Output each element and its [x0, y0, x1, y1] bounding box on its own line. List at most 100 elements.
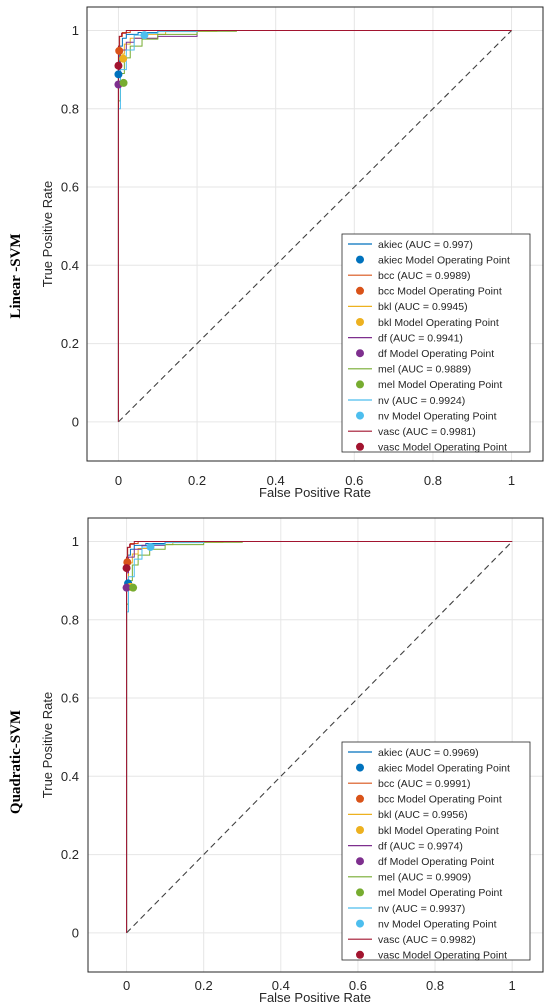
- axes-frame: [86, 6, 544, 462]
- x-tick-label: 0.2: [195, 978, 213, 993]
- legend-entry-nv-operating-point: nv Model Operating Point: [378, 918, 497, 930]
- panel-label-quadratic-svm: Quadratic-SVM: [8, 710, 24, 814]
- legend-marker-swatch-vasc: [356, 950, 364, 959]
- legend-entry-bcc-operating-point: bcc Model Operating Point: [378, 286, 502, 298]
- legend-marker-swatch-bcc: [356, 286, 364, 295]
- legend-entry-mel: mel (AUC = 0.9889): [378, 364, 471, 376]
- grid-lines: [87, 7, 543, 461]
- legend-entry-nv-operating-point: nv Model Operating Point: [378, 410, 497, 422]
- legend-marker-swatch-akiec: [356, 255, 364, 264]
- legend-entry-bcc: bcc (AUC = 0.9989): [378, 270, 471, 282]
- y-axis-label: True Positive Rate: [40, 692, 55, 798]
- legend-entry-mel-operating-point: mel Model Operating Point: [378, 379, 502, 391]
- legend: akiec (AUC = 0.997) akiec Model Operating…: [341, 233, 531, 454]
- legend-entry-mel: mel (AUC = 0.9909): [378, 872, 471, 884]
- operating-point-nv: [146, 542, 155, 551]
- legend-entry-bcc-operating-point: bcc Model Operating Point: [378, 794, 502, 806]
- legend-marker-swatch-nv: [356, 919, 364, 928]
- legend-marker-swatch-akiec: [356, 763, 364, 772]
- x-tick-label: 0.4: [267, 473, 285, 488]
- legend-entry-df-operating-point: df Model Operating Point: [378, 856, 494, 868]
- y-tick-labels: 0 0.2 0.4 0.6 0.8 1: [61, 23, 79, 429]
- chance-diagonal-line: [118, 30, 512, 423]
- y-tick-label: 0.2: [61, 847, 79, 862]
- operating-point-bkl: [119, 54, 128, 63]
- legend-box: [341, 233, 531, 453]
- y-tick-labels: 0 0.2 0.4 0.6 0.8 1: [61, 534, 79, 940]
- x-tick-label: 1: [508, 473, 515, 488]
- operating-point-df: [122, 583, 131, 592]
- legend-box: [341, 741, 531, 961]
- y-axis-label: True Positive Rate: [40, 181, 55, 287]
- operating-point-bcc: [115, 46, 124, 55]
- legend-entry-bkl-operating-point: bkl Model Operating Point: [378, 317, 499, 329]
- x-tick-label: 0.2: [188, 473, 206, 488]
- legend-marker-swatch-nv: [356, 411, 364, 420]
- legend-entry-akiec: akiec (AUC = 0.9969): [378, 747, 479, 759]
- legend-entry-nv: nv (AUC = 0.9937): [378, 903, 465, 915]
- y-tick-label: 0.2: [61, 336, 79, 351]
- legend-entry-bkl-operating-point: bkl Model Operating Point: [378, 825, 499, 837]
- legend-marker-swatch-bcc: [356, 794, 364, 803]
- y-tick-label: 0: [72, 414, 79, 429]
- x-tick-label: 0.6: [345, 473, 363, 488]
- legend-marker-swatch-mel: [356, 888, 364, 897]
- y-tick-label: 0.6: [61, 180, 79, 195]
- y-tick-label: 0.4: [61, 258, 79, 273]
- x-tick-label: 0.6: [349, 978, 367, 993]
- legend-marker-swatch-bkl: [356, 826, 364, 834]
- operating-point-mel: [119, 78, 128, 87]
- legend-entry-bkl: bkl (AUC = 0.9956): [378, 809, 468, 821]
- x-tick-label: 0: [123, 978, 130, 993]
- x-tick-labels: 0 0.2 0.4 0.6 0.8 1: [115, 473, 515, 488]
- legend-marker-swatch-mel: [356, 380, 364, 389]
- x-tick-label: 0.8: [424, 473, 442, 488]
- legend-marker-swatch-df: [356, 349, 364, 358]
- y-tick-label: 0.4: [61, 769, 79, 784]
- y-tick-label: 1: [72, 23, 79, 38]
- legend-entry-vasc-operating-point: vasc Model Operating Point: [378, 950, 507, 962]
- legend-entry-df-operating-point: df Model Operating Point: [378, 348, 494, 360]
- legend: akiec (AUC = 0.9969) akiec Model Operatin…: [341, 741, 531, 962]
- legend-entry-bkl: bkl (AUC = 0.9945): [378, 301, 468, 313]
- axes-frame: [87, 517, 544, 973]
- legend-entry-mel-operating-point: mel Model Operating Point: [378, 887, 502, 899]
- legend-entry-bcc: bcc (AUC = 0.9991): [378, 778, 471, 790]
- linear-svm-panel: Linear -SVM 0 0.2 0.4 0.6 0.8 1 0 0.2 0.4 0.6 0.8…: [8, 6, 544, 500]
- operating-point-vasc: [122, 564, 131, 573]
- x-tick-label: 0.4: [272, 978, 290, 993]
- y-tick-label: 1: [72, 534, 79, 549]
- x-tick-label: 0.8: [426, 978, 444, 993]
- chance-diagonal-line: [126, 541, 513, 934]
- operating-point-nv: [140, 31, 149, 40]
- legend-entry-df: df (AUC = 0.9941): [378, 332, 463, 344]
- y-tick-label: 0.8: [61, 612, 79, 627]
- x-axis-label: False Positive Rate: [259, 990, 371, 1005]
- legend-marker-swatch-df: [356, 857, 364, 866]
- operating-point-mel: [129, 583, 138, 592]
- legend-entry-vasc: vasc (AUC = 0.9981): [378, 426, 476, 438]
- x-axis-label: False Positive Rate: [259, 485, 371, 500]
- legend-marker-swatch-bkl: [356, 318, 364, 326]
- quadratic-svm-panel: Quadratic-SVM 0 0.2 0.4 0.6 0.8 1 0 0.2 0.4 0.6 0…: [8, 517, 544, 1005]
- legend-entry-akiec-operating-point: akiec Model Operating Point: [378, 762, 510, 774]
- operating-points: [122, 542, 155, 592]
- x-tick-labels: 0 0.2 0.4 0.6 0.8 1: [123, 978, 516, 993]
- legend-entry-vasc: vasc (AUC = 0.9982): [378, 934, 476, 946]
- operating-point-akiec: [114, 70, 123, 79]
- legend-entry-akiec: akiec (AUC = 0.997): [378, 239, 473, 251]
- operating-points: [114, 31, 149, 89]
- panel-label-linear-svm: Linear -SVM: [8, 233, 24, 318]
- y-tick-label: 0.6: [61, 691, 79, 706]
- x-tick-label: 1: [509, 978, 516, 993]
- legend-entry-df: df (AUC = 0.9974): [378, 840, 463, 852]
- legend-marker-swatch-vasc: [356, 442, 364, 451]
- x-tick-label: 0: [115, 473, 122, 488]
- operating-point-vasc: [114, 61, 123, 70]
- roc-curve-nv: [126, 540, 513, 933]
- legend-entry-nv: nv (AUC = 0.9924): [378, 395, 465, 407]
- operating-point-bcc: [123, 558, 132, 567]
- roc-curve-nv: [117, 29, 512, 422]
- legend-entry-akiec-operating-point: akiec Model Operating Point: [378, 254, 510, 266]
